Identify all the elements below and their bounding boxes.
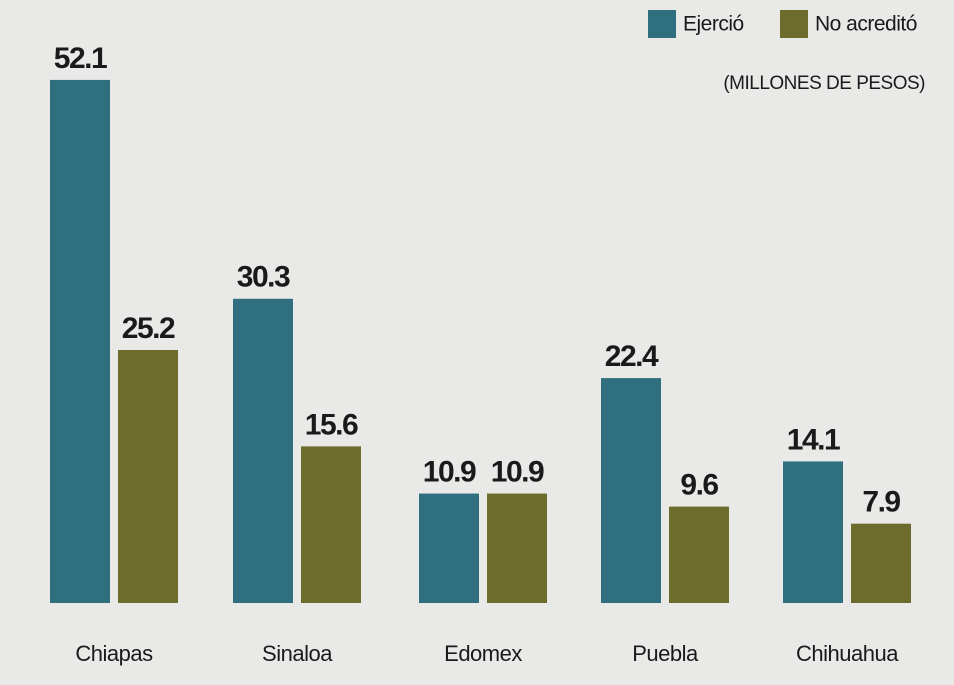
bar xyxy=(851,523,911,603)
x-tick-label: Chihuahua xyxy=(796,641,899,666)
chart-subtitle: (MILLONES DE PESOS) xyxy=(723,73,925,94)
data-label: 9.6 xyxy=(680,469,718,502)
data-label: 22.4 xyxy=(605,340,659,373)
x-tick-label: Edomex xyxy=(444,641,522,666)
bar xyxy=(783,461,843,603)
bar xyxy=(601,378,661,603)
data-label: 7.9 xyxy=(862,486,900,519)
legend-swatch xyxy=(780,10,808,38)
bar xyxy=(419,493,479,603)
data-label: 52.1 xyxy=(54,42,107,75)
legend-label: No acreditó xyxy=(815,13,917,36)
bar xyxy=(50,79,110,603)
x-tick-label: Sinaloa xyxy=(262,641,333,666)
bar xyxy=(487,493,547,603)
bar xyxy=(301,446,361,603)
data-label: 10.9 xyxy=(423,455,476,488)
x-tick-label: Chiapas xyxy=(75,641,153,666)
legend-swatch xyxy=(648,10,676,38)
legend-label: Ejerció xyxy=(683,13,744,36)
data-label: 25.2 xyxy=(122,312,175,345)
data-label: 30.3 xyxy=(237,261,290,294)
data-label: 10.9 xyxy=(491,455,544,488)
data-label: 14.1 xyxy=(787,423,840,456)
data-label: 15.6 xyxy=(305,408,358,441)
bar xyxy=(669,506,729,603)
x-tick-label: Puebla xyxy=(632,641,699,666)
bar xyxy=(233,298,293,603)
bar xyxy=(118,349,178,603)
